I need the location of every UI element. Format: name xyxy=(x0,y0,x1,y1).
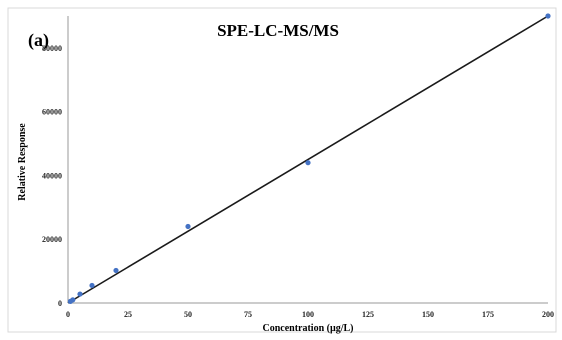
data-points xyxy=(67,13,551,305)
y-tick-label: 80000 xyxy=(42,44,62,53)
data-point xyxy=(545,13,551,19)
panel-label: (a) xyxy=(28,30,49,51)
x-axis-label: Concentration (µg/L) xyxy=(262,323,353,334)
x-tick-label: 200 xyxy=(542,310,554,319)
x-tick-label: 25 xyxy=(124,310,132,319)
x-tick-label: 100 xyxy=(302,310,314,319)
data-point xyxy=(185,223,191,230)
y-tick-label: 20000 xyxy=(42,235,62,244)
y-tick-label: 60000 xyxy=(42,108,62,117)
x-tick-label: 150 xyxy=(422,310,434,319)
chart-title: SPE-LC-MS/MS xyxy=(217,21,339,40)
data-point xyxy=(305,160,311,166)
x-tick-label: 50 xyxy=(184,310,192,319)
data-point xyxy=(77,291,83,297)
x-tick-label: 0 xyxy=(66,310,70,319)
data-point xyxy=(70,297,76,303)
linear-fit-line xyxy=(67,15,549,304)
y-tick-label: 40000 xyxy=(42,171,62,180)
chart-frame xyxy=(7,7,557,333)
x-tick-labels: 0 25 50 75 100 125 150 175 200 xyxy=(66,310,554,319)
x-tick-label: 125 xyxy=(362,310,374,319)
y-tick-label: 0 xyxy=(58,299,62,308)
data-point xyxy=(89,282,95,289)
y-tick-labels: 0 20000 40000 60000 80000 xyxy=(42,44,62,308)
x-tick-label: 75 xyxy=(244,310,252,319)
x-tick-label: 175 xyxy=(482,310,494,319)
data-point xyxy=(113,267,119,274)
y-axis-label: Relative Response xyxy=(17,123,28,201)
